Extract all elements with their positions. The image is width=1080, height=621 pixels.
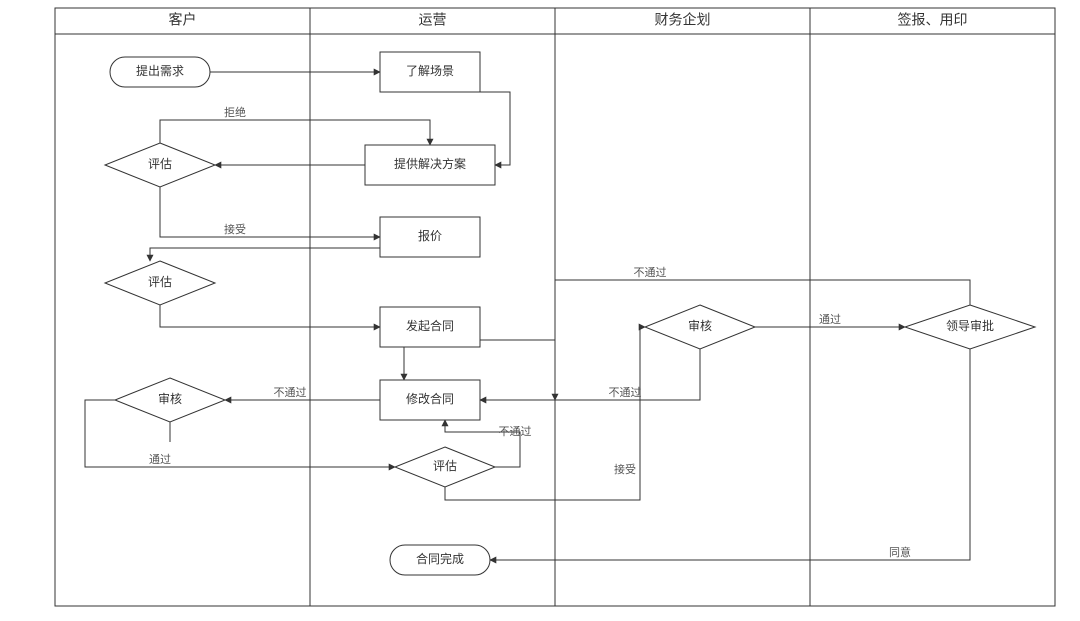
node-n-done: 合同完成 <box>390 545 490 575</box>
node-label: 审核 <box>158 391 182 406</box>
node-n-eval2: 评估 <box>105 261 215 305</box>
edge-e6 <box>150 248 380 261</box>
edge-label: 拒绝 <box>224 105 246 119</box>
edge-e15 <box>555 280 970 400</box>
node-label: 评估 <box>148 275 172 289</box>
edge-label: 不通过 <box>274 386 307 399</box>
node-label: 领导审批 <box>946 318 994 333</box>
edge-label: 不通过 <box>609 386 642 399</box>
node-n-contract: 发起合同 <box>380 307 480 347</box>
node-label: 提供解决方案 <box>394 156 466 171</box>
node-label: 报价 <box>418 228 442 243</box>
edge-label: 同意 <box>889 545 911 559</box>
edge-e5 <box>160 187 380 237</box>
edge-label: 不通过 <box>634 266 667 279</box>
edge-label: 通过 <box>149 453 171 466</box>
node-n-leader: 领导审批 <box>905 305 1035 349</box>
edge-label: 接受 <box>614 463 636 476</box>
edge-e4 <box>160 120 430 145</box>
node-n-solution: 提供解决方案 <box>365 145 495 185</box>
node-label: 了解场景 <box>406 64 454 78</box>
edge-e14 <box>480 349 700 400</box>
node-n-eval3: 评估 <box>395 447 495 487</box>
node-n-review-c: 审核 <box>115 378 225 422</box>
swimlane-flowchart: 客户运营财务企划签报、用印 拒绝接受不通过通过不通过接受通过不通过不通过同意 提… <box>0 0 1080 621</box>
node-label: 评估 <box>148 157 172 171</box>
node-label: 修改合同 <box>406 391 454 406</box>
lane-header-lane-approval: 签报、用印 <box>898 12 968 28</box>
node-n-eval1: 评估 <box>105 143 215 187</box>
node-label: 提出需求 <box>136 63 184 78</box>
edge-e7 <box>160 305 380 327</box>
node-label: 合同完成 <box>416 551 464 566</box>
node-n-scenario: 了解场景 <box>380 52 480 92</box>
lane-header-lane-finance: 财务企划 <box>655 12 711 28</box>
node-label: 审核 <box>688 318 712 333</box>
node-n-modify: 修改合同 <box>380 380 480 420</box>
edge-label: 接受 <box>224 223 246 236</box>
node-n-demand: 提出需求 <box>110 57 210 87</box>
edge-label: 通过 <box>819 313 841 326</box>
node-label: 发起合同 <box>406 318 454 333</box>
node-label: 评估 <box>433 459 457 473</box>
lane-header-lane-operation: 运营 <box>419 12 447 28</box>
edge-e16 <box>490 349 970 560</box>
edge-e12b <box>480 327 555 340</box>
edge-e10 <box>85 400 395 467</box>
edge-label: 不通过 <box>499 425 532 438</box>
lane-header-lane-customer: 客户 <box>169 12 197 28</box>
node-n-review-f: 审核 <box>645 305 755 349</box>
node-n-quote: 报价 <box>380 217 480 257</box>
